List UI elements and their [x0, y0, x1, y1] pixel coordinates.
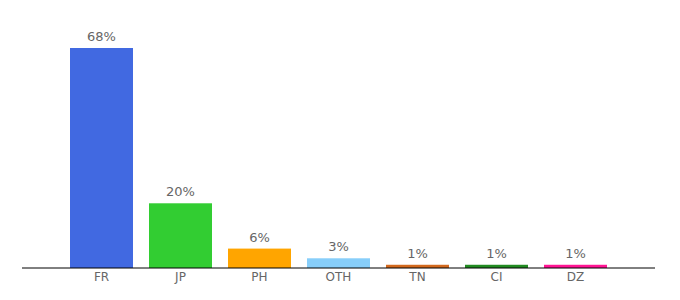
x-tick-label: OTH [326, 270, 352, 284]
x-axis-line [22, 268, 655, 269]
data-label: 68% [87, 29, 116, 44]
bar [228, 249, 291, 268]
x-tick-label: CI [491, 270, 503, 284]
bar [70, 48, 133, 268]
bars [70, 48, 607, 268]
x-tick-label: FR [94, 270, 109, 284]
bar [307, 258, 370, 268]
x-tick-label: TN [408, 270, 425, 284]
data-label: 1% [565, 246, 586, 261]
data-label: 20% [166, 184, 195, 199]
x-tick-label: DZ [567, 270, 584, 284]
data-label: 3% [328, 239, 349, 254]
bar [149, 203, 212, 268]
data-label: 6% [249, 230, 270, 245]
chart: FR JP PH OTH TN CI DZ 68% 20% 6% 3% 1% 1% 1% [0, 0, 680, 300]
x-tick-label: PH [251, 270, 267, 284]
x-tick-label: JP [174, 270, 186, 284]
data-label: 1% [407, 246, 428, 261]
data-label: 1% [486, 246, 507, 261]
